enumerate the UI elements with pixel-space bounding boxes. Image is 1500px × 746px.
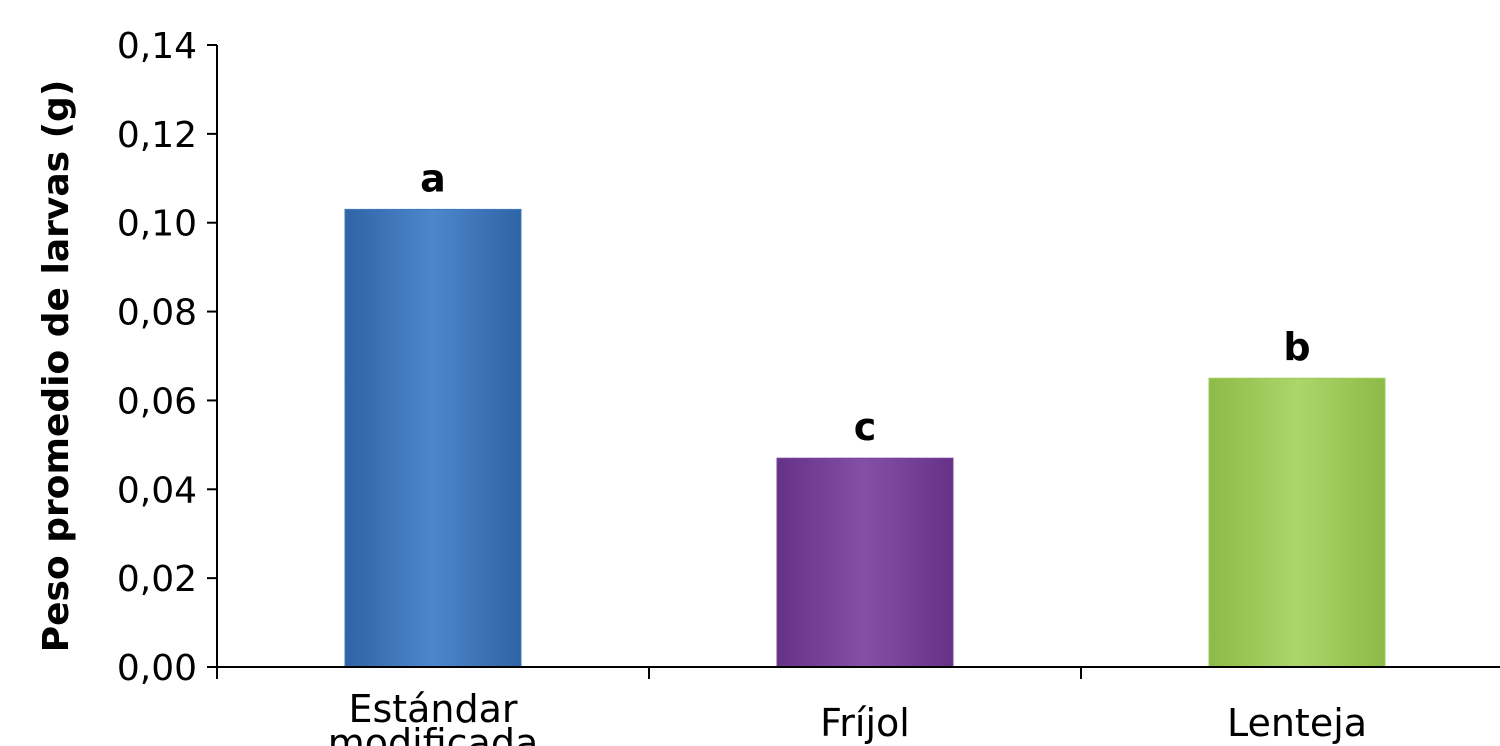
y-tick-label: 0,08 [117,293,197,334]
data-label: b [1283,325,1310,369]
x-category-label: Estándar [348,687,517,731]
x-category-label: Lenteja [1227,701,1367,745]
data-label: c [854,405,877,449]
y-tick-label: 0,04 [117,470,197,511]
bars: a c b [344,156,1386,668]
y-tick-label: 0,14 [117,26,197,67]
y-axis-title: Peso promedio de larvas (g) [36,80,77,653]
y-axis-ticks: 0,00 0,02 0,04 0,06 0,08 0,10 0,12 0,14 [117,26,217,689]
y-tick-label: 0,02 [117,559,197,600]
x-category-label: modificada [328,721,538,746]
y-tick-label: 0,10 [117,204,197,245]
y-tick-label: 0,00 [117,648,197,689]
bar [344,208,522,668]
x-category-label: Fríjol [820,701,910,745]
data-label: a [420,156,446,200]
bar [1208,377,1386,668]
y-tick-label: 0,06 [117,381,197,422]
bar [776,457,954,668]
y-axis-title-group: Peso promedio de larvas (g) [36,80,77,653]
y-tick-label: 0,12 [117,115,197,156]
